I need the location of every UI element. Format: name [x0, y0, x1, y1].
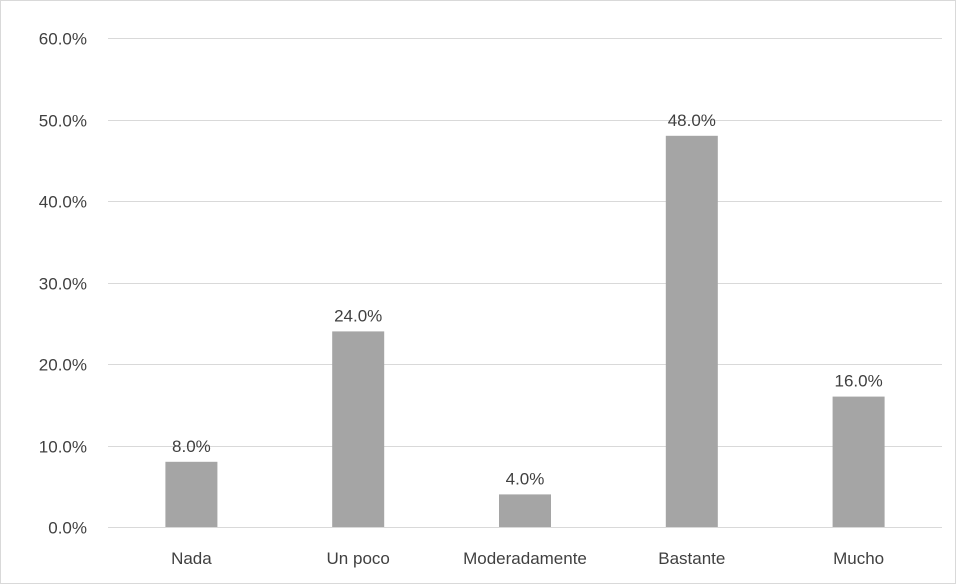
bar-moderadamente — [499, 494, 551, 527]
y-tick-label: 40.0% — [39, 193, 87, 212]
x-category-label: Mucho — [833, 549, 884, 568]
y-axis-ticks: 0.0% 10.0% 20.0% 30.0% 40.0% 50.0% 60.0% — [39, 30, 87, 538]
data-label: 48.0% — [668, 111, 716, 130]
data-label: 8.0% — [172, 437, 211, 456]
y-tick-label: 50.0% — [39, 112, 87, 131]
y-tick-label: 10.0% — [39, 438, 87, 457]
y-tick-label: 30.0% — [39, 275, 87, 294]
x-category-label: Bastante — [658, 549, 725, 568]
y-tick-label: 60.0% — [39, 30, 87, 49]
data-label: 4.0% — [506, 469, 545, 488]
bar-un-poco — [332, 331, 385, 527]
gridlines — [108, 38, 942, 528]
bar-bastante — [665, 135, 718, 528]
bar-mucho — [832, 396, 885, 527]
y-tick-label: 20.0% — [39, 356, 87, 375]
bar-nada — [165, 461, 218, 527]
data-label: 24.0% — [334, 306, 382, 325]
bars — [165, 135, 885, 528]
data-labels: 8.0% 24.0% 4.0% 48.0% 16.0% — [172, 111, 883, 489]
x-category-label: Un poco — [327, 549, 390, 568]
data-label: 16.0% — [834, 372, 882, 391]
y-tick-label: 0.0% — [48, 519, 87, 538]
x-category-label: Nada — [171, 549, 212, 568]
x-axis-categories: Nada Un poco Moderadamente Bastante Mucho — [171, 549, 884, 568]
x-category-label: Moderadamente — [463, 549, 587, 568]
